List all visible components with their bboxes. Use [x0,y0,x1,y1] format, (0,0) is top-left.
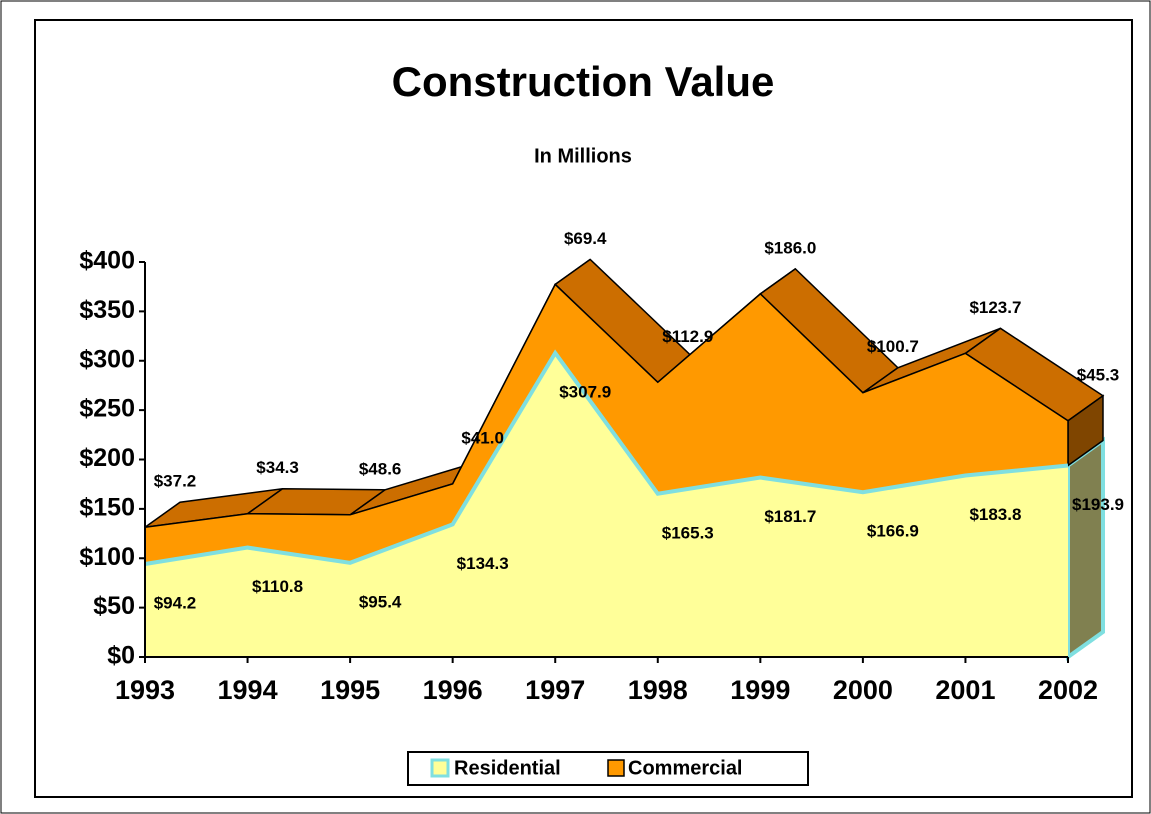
data-label: $37.2 [154,472,197,491]
data-label: $112.9 [662,327,713,346]
x-tick-label: 1998 [628,675,688,705]
x-tick-label: 2001 [935,675,995,705]
x-tick-label: 1994 [218,675,278,705]
x-tick-label: 1993 [115,675,175,705]
y-tick-label: $0 [107,642,135,670]
residential-area [145,352,1068,657]
data-label: $181.7 [764,507,816,526]
x-tick-label: 1996 [423,675,483,705]
legend-swatch [607,759,625,777]
x-tick-label: 2000 [833,675,893,705]
data-label: $165.3 [662,523,714,542]
data-label: $193.9 [1072,495,1124,514]
data-label: $41.0 [461,428,504,447]
data-label: $69.4 [564,229,607,248]
legend-swatch [430,758,450,778]
x-tick-label: 2002 [1038,675,1098,705]
data-label: $183.8 [969,505,1021,524]
data-label: $94.2 [154,593,197,612]
y-tick-label: $100 [79,543,135,571]
data-label: $186.0 [764,238,816,257]
y-tick-label: $150 [79,493,135,521]
x-tick-label: 1997 [525,675,585,705]
x-tick-label: 1999 [730,675,790,705]
data-label: $48.6 [359,459,402,478]
y-tick-label: $400 [79,247,135,275]
data-label: $166.9 [867,522,919,541]
data-label: $100.7 [867,337,919,356]
y-tick-label: $250 [79,395,135,423]
chart-title: Construction Value [392,58,775,105]
legend-label: Commercial [628,757,743,779]
chart-subtitle: In Millions [534,145,632,167]
y-tick-label: $300 [79,345,135,373]
plot: $94.2 $37.2 $110.8 $34.3 $95.4 $48.6 $134.3 $41… [79,229,1124,705]
legend: Residential Commercial [407,751,809,786]
x-tick-label: 1995 [320,675,380,705]
legend-label: Residential [454,757,561,779]
data-label: $34.3 [256,458,299,477]
residential-side-face [1066,436,1105,661]
residential-line [144,349,1069,566]
data-label: $123.7 [969,298,1021,317]
y-tick-label: $350 [79,296,135,324]
data-label: $110.8 [252,577,303,596]
data-label: $45.3 [1077,365,1120,384]
data-label: $95.4 [359,592,402,611]
y-tick-label: $200 [79,444,135,472]
data-label: $134.3 [457,554,509,573]
y-tick-label: $50 [93,592,135,620]
data-label: $307.9 [559,382,611,401]
